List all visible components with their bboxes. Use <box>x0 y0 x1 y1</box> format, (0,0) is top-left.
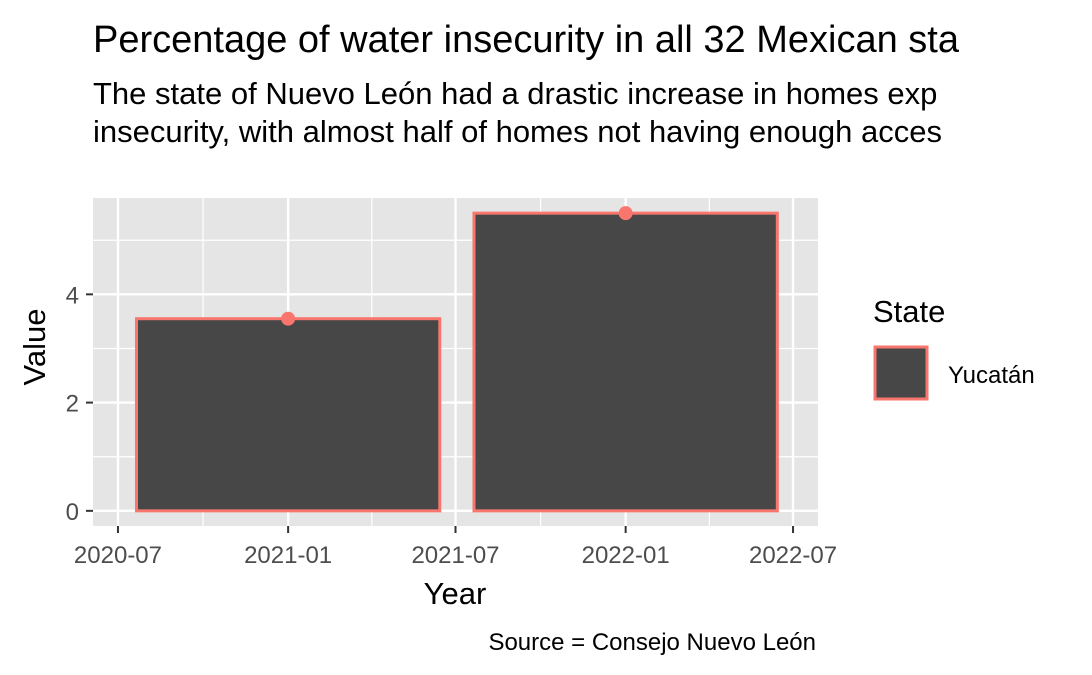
data-point <box>281 311 296 326</box>
x-tick-label: 2022-07 <box>749 542 837 569</box>
points <box>281 206 633 326</box>
legend-key <box>873 345 929 401</box>
bars <box>134 211 779 513</box>
y-tick-label: 0 <box>66 499 79 526</box>
x-tick-label: 2021-07 <box>411 542 499 569</box>
x-axis-label: Year <box>424 576 487 611</box>
y-tick-label: 4 <box>66 282 79 309</box>
y-axis-label: Value <box>17 309 52 386</box>
bar <box>134 317 442 513</box>
chart-caption: Source = Consejo Nuevo León <box>488 629 816 656</box>
chart-title: Percentage of water insecurity in all 32… <box>93 19 960 61</box>
chart-subtitle-line-2: insecurity, with almost half of homes no… <box>93 114 942 149</box>
bar <box>472 211 779 513</box>
legend-title: State <box>873 294 945 329</box>
chart-subtitle-line-1: The state of Nuevo León had a drastic in… <box>93 76 937 111</box>
x-axis: 2020-07 2021-01 2021-07 2022-01 2022-07 <box>74 526 837 569</box>
data-point <box>618 206 633 221</box>
x-tick-label: 2020-07 <box>74 542 162 569</box>
y-tick-label: 2 <box>66 391 79 418</box>
y-axis: 0 2 4 <box>66 282 93 526</box>
x-tick-label: 2021-01 <box>244 542 332 569</box>
legend-label: Yucatán <box>948 362 1035 389</box>
x-tick-label: 2022-01 <box>582 542 670 569</box>
